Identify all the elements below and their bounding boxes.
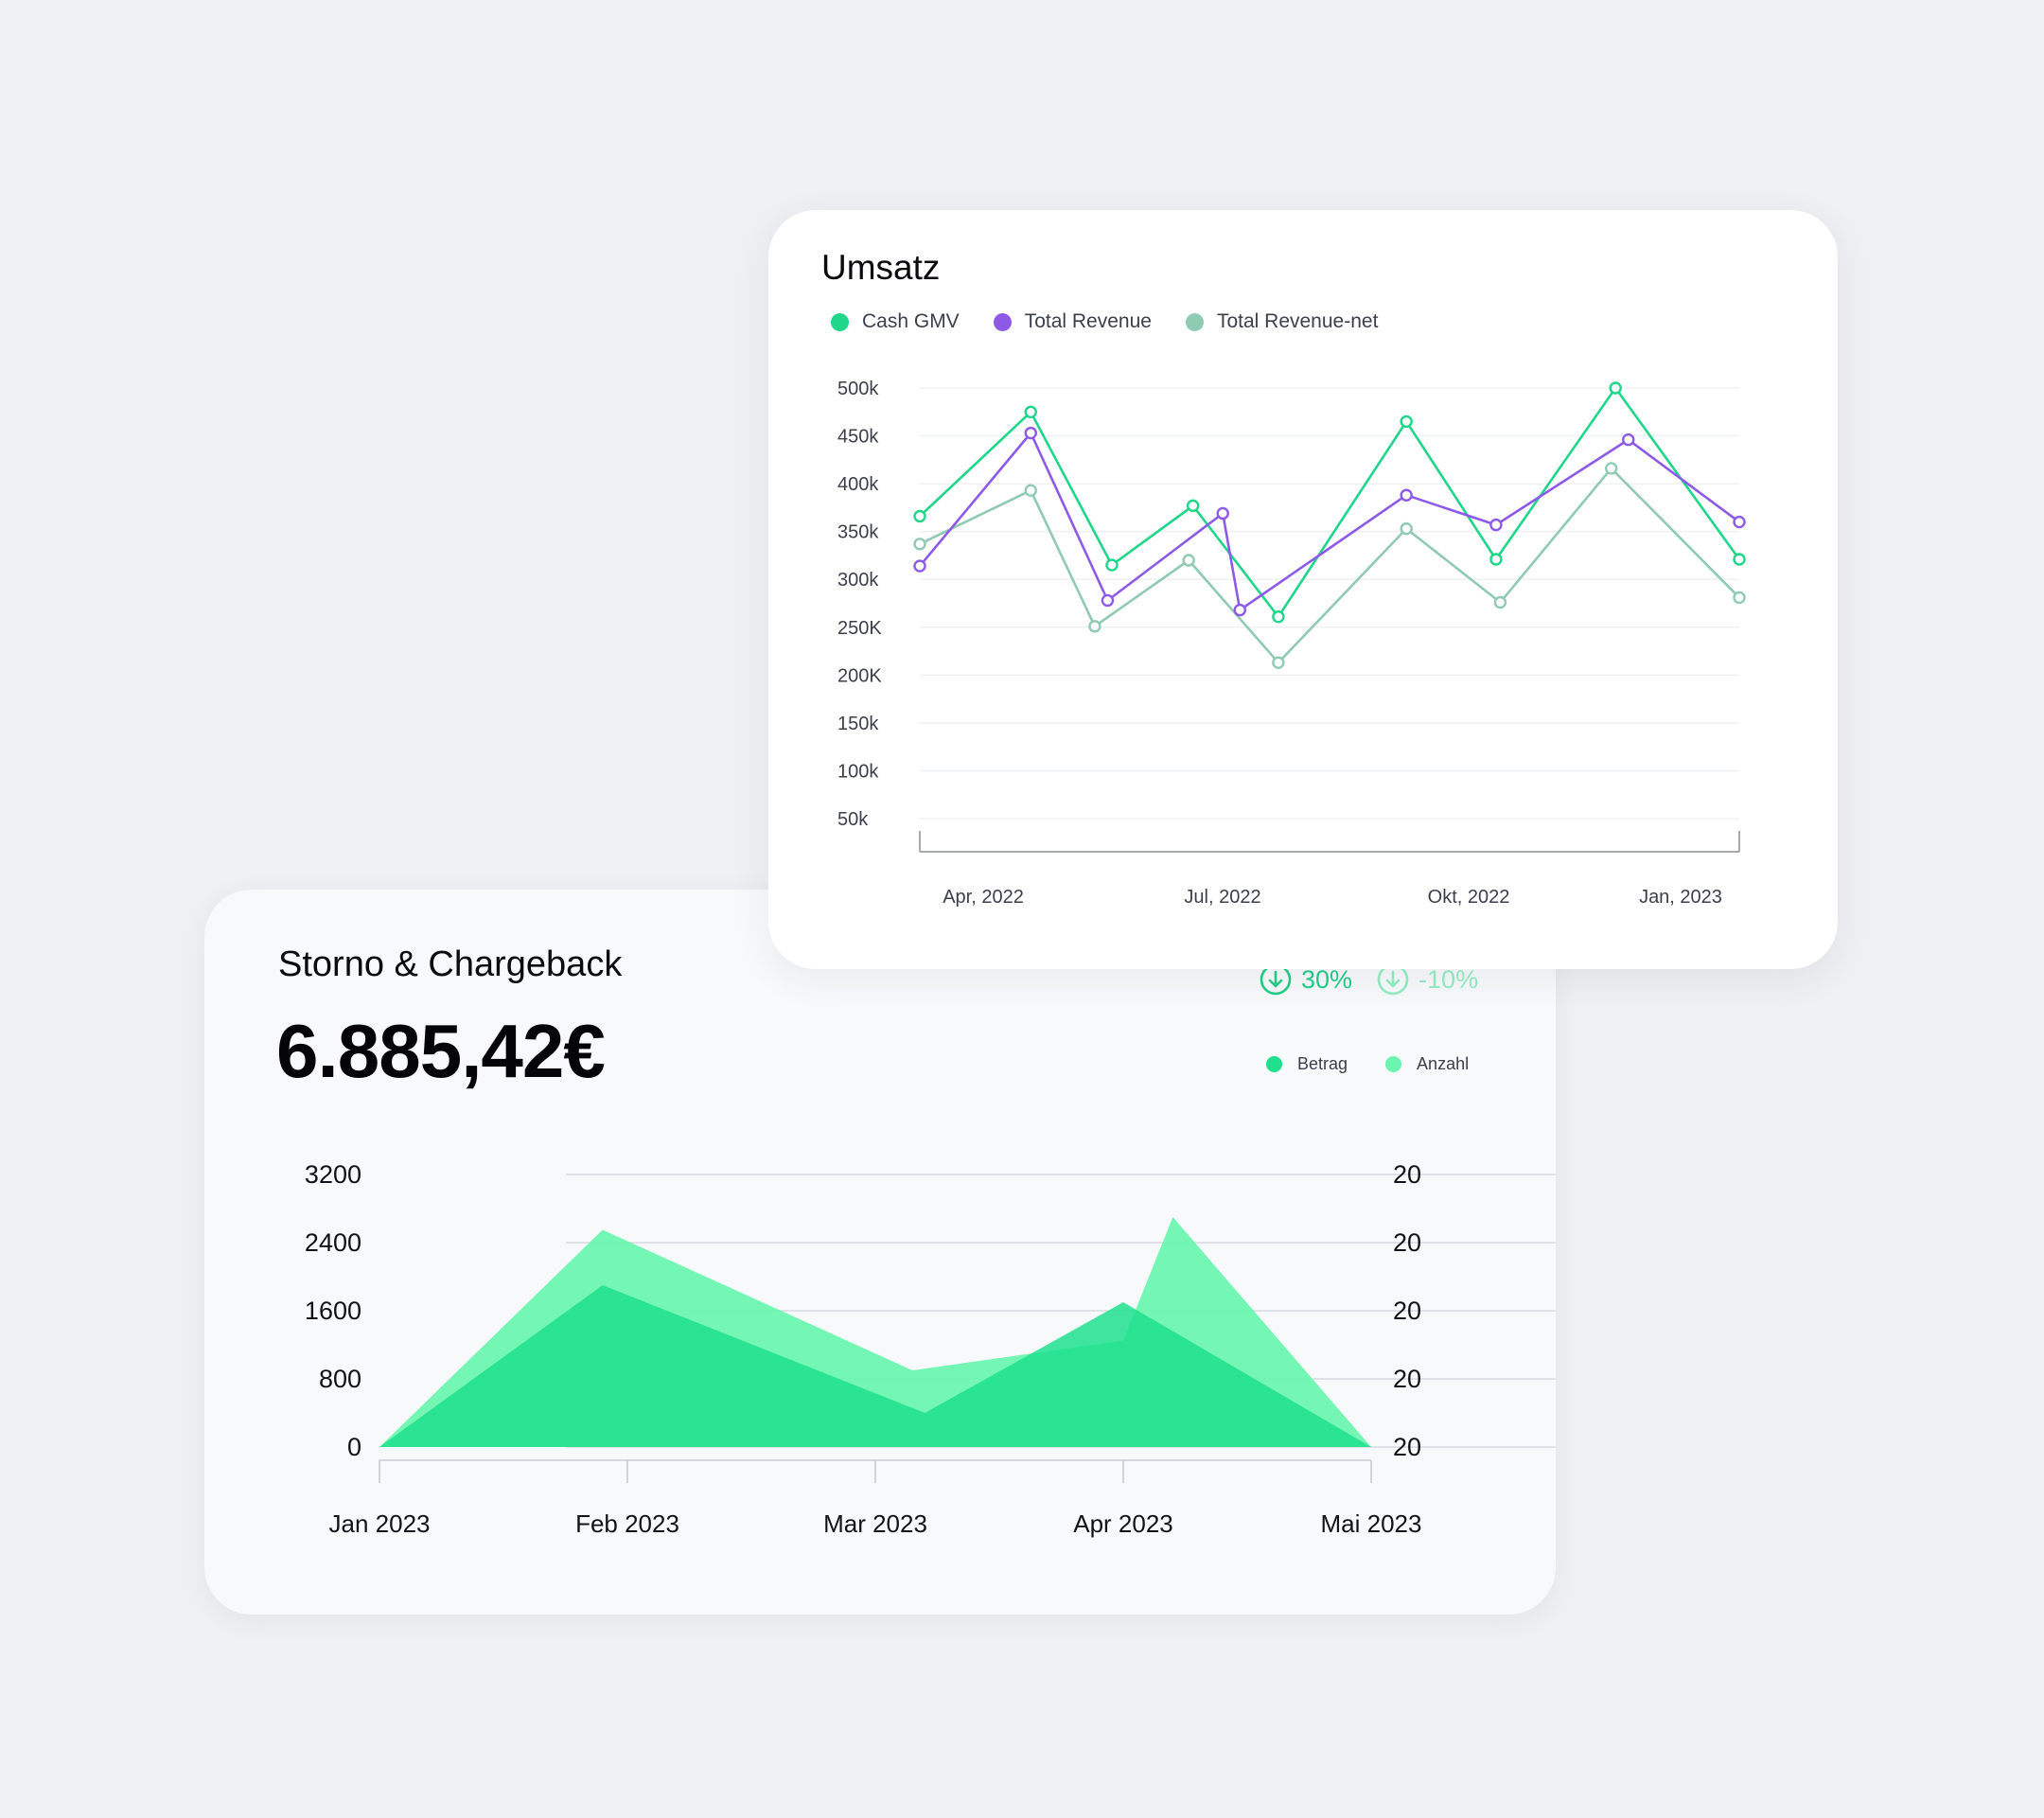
data-point bbox=[1609, 381, 1622, 395]
umsatz-card: Umsatz Cash GMV Total Revenue Total Reve… bbox=[768, 210, 1838, 969]
data-point bbox=[1604, 462, 1618, 475]
storno-legend: Betrag Anzahl bbox=[1266, 1054, 1507, 1074]
data-point bbox=[1733, 515, 1746, 529]
data-point bbox=[1400, 521, 1413, 536]
data-point bbox=[1233, 603, 1246, 617]
y-tick-label: 450k bbox=[837, 427, 879, 448]
x-tick-label: Mai 2023 bbox=[1321, 1509, 1422, 1538]
legend-item-total-revenue-net[interactable]: Total Revenue-net bbox=[1185, 310, 1379, 333]
series-line-total-revenue bbox=[919, 432, 1740, 611]
y-tick-label: 50k bbox=[837, 809, 869, 830]
data-point bbox=[1105, 558, 1119, 572]
data-point bbox=[1622, 432, 1635, 447]
data-point bbox=[1186, 499, 1200, 513]
legend-item-cash-gmv[interactable]: Cash GMV bbox=[831, 310, 960, 333]
y-tick-label-right: 20 bbox=[1393, 1297, 1421, 1325]
data-point bbox=[1272, 656, 1285, 669]
data-point bbox=[1024, 405, 1037, 418]
legend-label-anzahl: Anzahl bbox=[1417, 1054, 1470, 1073]
legend-dot-betrag bbox=[1266, 1056, 1282, 1072]
legend-label-betrag: Betrag bbox=[1297, 1054, 1348, 1073]
legend-label-cash-gmv: Cash GMV bbox=[862, 310, 960, 332]
y-tick-label-right: 20 bbox=[1393, 1160, 1421, 1189]
y-tick-label: 300k bbox=[837, 570, 879, 591]
y-tick-label: 150k bbox=[837, 714, 879, 734]
badge-betrag-value: 30% bbox=[1301, 964, 1353, 994]
y-tick-label-left: 800 bbox=[319, 1365, 361, 1393]
y-tick-label-left: 1600 bbox=[305, 1297, 361, 1325]
data-point bbox=[1088, 620, 1101, 633]
x-tick-label: Feb 2023 bbox=[575, 1509, 679, 1538]
data-point bbox=[1489, 518, 1503, 532]
umsatz-title: Umsatz bbox=[821, 248, 941, 287]
data-point bbox=[1733, 553, 1746, 566]
umsatz-line-chart: 500k 450k 400k 350k 300k 250K 200K 150k 100k 50k A… bbox=[837, 379, 1746, 908]
x-tick-label: Mar 2023 bbox=[823, 1509, 927, 1538]
badge-betrag-change: 30% bbox=[1260, 963, 1352, 996]
x-tick-label: Jan 2023 bbox=[329, 1509, 431, 1538]
data-point bbox=[1400, 488, 1413, 502]
y-tick-label-right: 20 bbox=[1393, 1433, 1421, 1461]
storno-total-amount: 6.885,42€ bbox=[276, 1009, 606, 1093]
data-point bbox=[1272, 609, 1285, 624]
data-point bbox=[913, 509, 926, 523]
series-line-total-revenue-net bbox=[919, 467, 1740, 664]
legend-item-anzahl[interactable]: Anzahl bbox=[1385, 1054, 1469, 1074]
legend-dot-total-revenue bbox=[993, 312, 1012, 331]
data-point bbox=[913, 538, 926, 551]
y-tick-label: 200K bbox=[837, 665, 882, 686]
y-tick-label-left: 0 bbox=[347, 1433, 361, 1461]
x-tick-label: Okt, 2022 bbox=[1428, 887, 1510, 908]
legend-item-total-revenue[interactable]: Total Revenue bbox=[993, 310, 1152, 333]
legend-dot-total-revenue-net bbox=[1185, 312, 1204, 331]
data-point bbox=[913, 559, 926, 573]
y-tick-label: 250K bbox=[837, 618, 882, 639]
y-tick-label-left: 3200 bbox=[305, 1160, 361, 1189]
y-tick-label: 100k bbox=[837, 761, 879, 782]
y-tick-label: 500k bbox=[837, 379, 879, 399]
area-betrag bbox=[379, 1285, 1371, 1447]
y-tick-label-right: 20 bbox=[1393, 1228, 1421, 1257]
data-point bbox=[1733, 591, 1746, 605]
data-point bbox=[1216, 506, 1229, 521]
umsatz-legend: Cash GMV Total Revenue Total Revenue-net bbox=[831, 310, 1412, 333]
data-point bbox=[1024, 484, 1037, 497]
y-tick-label-right: 20 bbox=[1393, 1365, 1421, 1393]
x-tick-label: Jan, 2023 bbox=[1639, 887, 1722, 908]
change-badges: 30% -10% bbox=[1260, 963, 1503, 996]
storno-card: Storno & Chargeback 6.885,42€ 30% -10% B… bbox=[204, 890, 1556, 1615]
data-point bbox=[1493, 595, 1507, 609]
legend-label-total-revenue: Total Revenue bbox=[1024, 310, 1152, 332]
legend-label-total-revenue-net: Total Revenue-net bbox=[1216, 310, 1379, 332]
storno-title: Storno & Chargeback bbox=[278, 944, 623, 984]
x-tick-label: Jul, 2022 bbox=[1184, 887, 1260, 908]
y-tick-label: 350k bbox=[837, 522, 879, 543]
legend-dot-anzahl bbox=[1385, 1056, 1402, 1072]
x-tick-label: Apr, 2022 bbox=[943, 887, 1024, 908]
series-line-cash-gmv bbox=[919, 386, 1741, 619]
data-point bbox=[1182, 554, 1195, 567]
data-point bbox=[1400, 415, 1413, 429]
badge-anzahl-value: -10% bbox=[1418, 964, 1479, 994]
legend-dot-cash-gmv bbox=[831, 312, 849, 331]
data-point bbox=[1489, 553, 1503, 566]
badge-anzahl-change: -10% bbox=[1377, 963, 1478, 996]
legend-item-betrag[interactable]: Betrag bbox=[1266, 1054, 1348, 1074]
data-point bbox=[1024, 426, 1037, 440]
y-tick-label-left: 2400 bbox=[305, 1228, 361, 1257]
storno-area-chart: 3200 2400 1600 800 0 20 20 20 20 20 Jan 2023 Feb 20… bbox=[305, 1160, 1556, 1538]
data-point bbox=[1101, 593, 1115, 608]
y-tick-label: 400k bbox=[837, 474, 879, 495]
x-tick-label: Apr 2023 bbox=[1073, 1509, 1173, 1538]
